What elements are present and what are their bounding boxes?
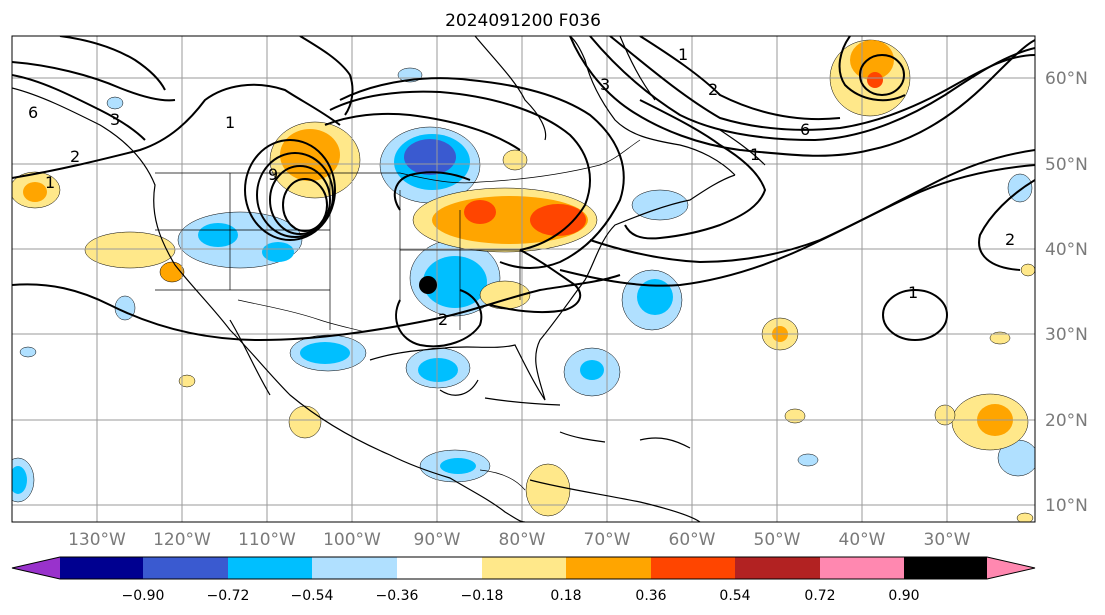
lon-tick: 100°W: [323, 530, 381, 550]
lon-tick: 30°W: [924, 530, 971, 550]
contour-label: 1: [225, 113, 235, 132]
map-frame: [11, 35, 1036, 523]
colorbar-tick: 0.36: [635, 588, 666, 604]
colorbar-tick: 0.18: [550, 588, 581, 604]
lat-tick: 40°N: [1045, 240, 1088, 260]
colorbar-tick: −0.36: [376, 588, 419, 604]
height-contours: [12, 36, 1035, 348]
colorbar-cell: [735, 557, 820, 579]
lon-tick: 110°W: [238, 530, 296, 550]
lat-tick: 10°N: [1045, 496, 1088, 516]
lon-tick: 120°W: [153, 530, 211, 550]
colorbar-cell: [904, 557, 987, 579]
contour-labels: 1 1 1 1 1 2 2 2 2 3 3 6 6 9: [28, 45, 1015, 329]
lon-tick: 130°W: [68, 530, 126, 550]
contour-label: 6: [28, 103, 38, 122]
contour-label: 2: [70, 147, 80, 166]
colorbar-tick: −0.90: [122, 588, 165, 604]
country-borders: [155, 139, 641, 491]
colorbar-extend-min: [12, 557, 60, 579]
lon-tick: 60°W: [669, 530, 716, 550]
contour-label: 6: [800, 120, 810, 139]
location-marker: [419, 276, 437, 294]
lon-tick: 50°W: [754, 530, 801, 550]
colorbar-tick: 0.90: [888, 588, 919, 604]
colorbar-cell: [312, 557, 397, 579]
lat-tick: 50°N: [1045, 155, 1088, 175]
contour-label: 9: [268, 165, 278, 184]
colorbar-cell: [566, 557, 651, 579]
map-panel: 1 1 1 1 1 2 2 2 2 3 3 6 6 9: [12, 36, 1035, 522]
colorbar-tick: −0.54: [291, 588, 334, 604]
colorbar-extend-max: [987, 557, 1035, 579]
contour-label: 3: [600, 75, 610, 94]
lat-axis: 60°N 50°N 40°N 30°N 20°N 10°N: [1045, 69, 1088, 516]
contour-label: 1: [908, 283, 918, 302]
contour-label: 2: [1005, 230, 1015, 249]
lon-tick: 90°W: [414, 530, 461, 550]
contour-label: 1: [678, 45, 688, 64]
lon-tick: 80°W: [499, 530, 546, 550]
map-title: 2024091200 F036: [445, 11, 601, 31]
lon-axis: 130°W 120°W 110°W 100°W 90°W 80°W 70°W 6…: [68, 530, 971, 550]
lon-tick: 70°W: [584, 530, 631, 550]
colorbar-cell: [143, 557, 228, 579]
contour-label: 2: [708, 80, 718, 99]
lat-tick: 20°N: [1045, 411, 1088, 431]
contour-label: 3: [110, 110, 120, 129]
colorbar: −0.90 −0.72 −0.54 −0.36 −0.18 0.18 0.36 …: [11, 556, 1036, 604]
colorbar-tick: −0.18: [461, 588, 504, 604]
contour-label: 1: [750, 145, 760, 164]
contour-label: 1: [45, 173, 55, 192]
contour-label: 2: [438, 310, 448, 329]
colorbar-tick: 0.72: [804, 588, 835, 604]
lon-tick: 40°W: [839, 530, 886, 550]
colorbar-cell: [651, 557, 735, 579]
colorbar-cell: [482, 557, 566, 579]
lat-tick: 60°N: [1045, 69, 1088, 89]
colorbar-cell: [228, 557, 312, 579]
colorbar-cell: [60, 557, 143, 579]
colorbar-cell: [820, 557, 904, 579]
lat-tick: 30°N: [1045, 325, 1088, 345]
colorbar-cell: [397, 557, 482, 579]
colorbar-tick: −0.72: [207, 588, 250, 604]
coastlines: [12, 36, 766, 522]
colorbar-tick: 0.54: [719, 588, 750, 604]
